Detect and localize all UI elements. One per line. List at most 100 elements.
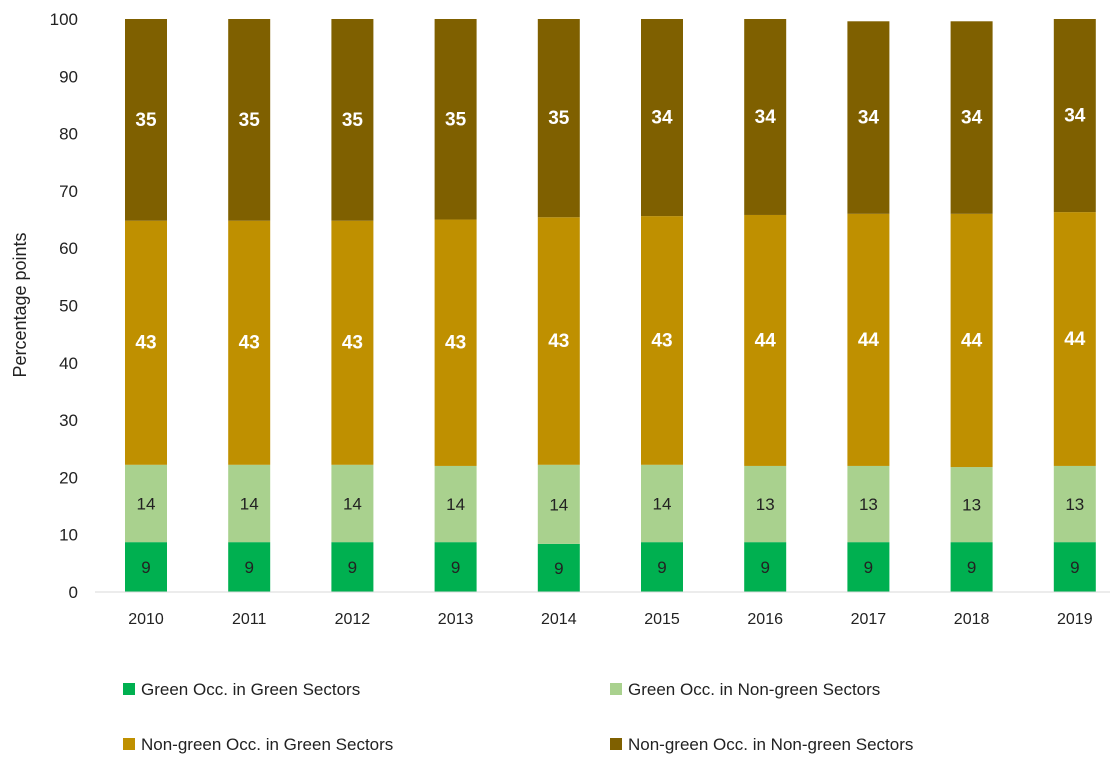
data-label: 13 <box>1065 495 1084 514</box>
y-axis-title-group: Percentage points <box>10 232 30 377</box>
data-label: 13 <box>756 495 775 514</box>
y-tick-label: 50 <box>59 297 78 316</box>
x-tick-label: 2018 <box>954 611 990 628</box>
bars: 9 14 43 35 9 14 43 35 9 14 43 35 9 14 43 35 9 14 43 35 9 14 43… <box>125 19 1096 592</box>
x-tick-label: 2010 <box>128 611 164 628</box>
data-label: 34 <box>858 108 880 129</box>
bar-segment <box>125 464 167 543</box>
bar-segment <box>744 19 787 215</box>
x-tick-label: 2015 <box>644 611 680 628</box>
x-tick-label: 2013 <box>438 611 474 628</box>
data-label: 34 <box>1064 106 1086 127</box>
bar-segment <box>125 220 167 465</box>
bar-segment <box>537 543 580 592</box>
data-label: 35 <box>445 109 467 130</box>
x-axis-ticks: 2010 2011 2012 2013 2014 2015 2016 2017 2018 2019 <box>128 611 1092 628</box>
y-tick-label: 20 <box>59 468 78 487</box>
y-tick-label: 80 <box>59 125 78 144</box>
data-label: 14 <box>549 495 568 514</box>
bar-segment <box>847 465 890 543</box>
bar-segment <box>1053 465 1096 543</box>
bar-segment <box>1053 212 1096 466</box>
data-label: 14 <box>343 494 362 513</box>
y-tick-label: 90 <box>59 67 78 86</box>
legend-swatch <box>610 738 622 750</box>
x-tick-label: 2014 <box>541 611 577 628</box>
legend-swatch <box>610 683 622 695</box>
bar-segment <box>125 19 167 221</box>
bar-segment <box>434 542 477 592</box>
y-tick-label: 40 <box>59 354 78 373</box>
x-tick-label: 2011 <box>232 611 267 628</box>
bar-segment <box>331 220 374 465</box>
legend-swatch <box>123 683 135 695</box>
data-label: 13 <box>859 495 878 514</box>
data-label: 9 <box>864 558 873 577</box>
data-label: 9 <box>244 558 253 577</box>
data-label: 34 <box>651 108 673 129</box>
y-tick-label: 0 <box>69 583 78 602</box>
legend-label: Non-green Occ. in Green Sectors <box>141 735 393 754</box>
y-axis-ticks: 0 10 20 30 40 50 60 70 80 90 100 <box>50 10 78 602</box>
data-label: 9 <box>451 558 460 577</box>
data-label: 43 <box>651 330 672 351</box>
data-label: 43 <box>548 331 569 352</box>
bar-segment <box>228 19 271 221</box>
x-tick-label: 2017 <box>851 611 887 628</box>
x-tick-label: 2012 <box>335 611 371 628</box>
bar-segment <box>331 464 374 543</box>
bar-segment <box>847 21 890 214</box>
data-label: 44 <box>1064 329 1086 350</box>
data-label: 43 <box>239 333 260 354</box>
bar-segment <box>125 542 167 592</box>
bar-segment <box>641 464 683 543</box>
bar-segment <box>228 220 271 465</box>
data-label: 9 <box>554 559 563 578</box>
bar-segment <box>1053 542 1096 592</box>
legend: Green Occ. in Green Sectors Green Occ. in… <box>123 680 913 754</box>
data-label: 9 <box>1070 558 1079 577</box>
data-label: 43 <box>135 333 156 354</box>
bar-segment <box>950 542 993 592</box>
data-label: 9 <box>657 558 666 577</box>
bar-segment <box>744 542 787 592</box>
data-label: 9 <box>348 558 357 577</box>
bar-segment <box>641 542 683 592</box>
bar-segment <box>228 464 271 543</box>
bar-segment <box>847 213 890 466</box>
x-tick-label: 2019 <box>1057 611 1093 628</box>
data-label: 44 <box>961 330 983 351</box>
data-label: 34 <box>961 108 983 129</box>
bar-segment <box>434 465 477 543</box>
bar-segment <box>228 542 271 592</box>
data-label: 43 <box>342 333 363 354</box>
data-label: 13 <box>962 496 981 515</box>
bar-segment <box>331 19 374 221</box>
data-label: 9 <box>141 558 150 577</box>
data-label: 35 <box>548 108 570 129</box>
data-label: 35 <box>239 110 261 131</box>
bar-segment <box>950 21 993 214</box>
bar-segment <box>641 19 683 217</box>
legend-label: Green Occ. in Green Sectors <box>141 680 360 699</box>
data-label: 14 <box>240 494 259 513</box>
data-label: 9 <box>760 558 769 577</box>
bar-segment <box>744 465 787 543</box>
bar-segment <box>331 542 374 592</box>
y-tick-label: 60 <box>59 239 78 258</box>
data-label: 44 <box>858 330 880 351</box>
data-label: 43 <box>445 333 466 354</box>
data-label: 14 <box>653 494 672 513</box>
data-label: 44 <box>755 330 777 351</box>
bar-segment <box>434 219 477 466</box>
bar-segment <box>537 464 580 544</box>
bar-segment <box>744 214 787 466</box>
y-tick-label: 30 <box>59 411 78 430</box>
bar-segment <box>434 19 477 220</box>
data-label: 14 <box>137 494 156 513</box>
y-tick-label: 100 <box>50 10 78 29</box>
y-tick-label: 10 <box>59 526 78 545</box>
legend-label: Green Occ. in Non-green Sectors <box>628 680 880 699</box>
legend-swatch <box>123 738 135 750</box>
